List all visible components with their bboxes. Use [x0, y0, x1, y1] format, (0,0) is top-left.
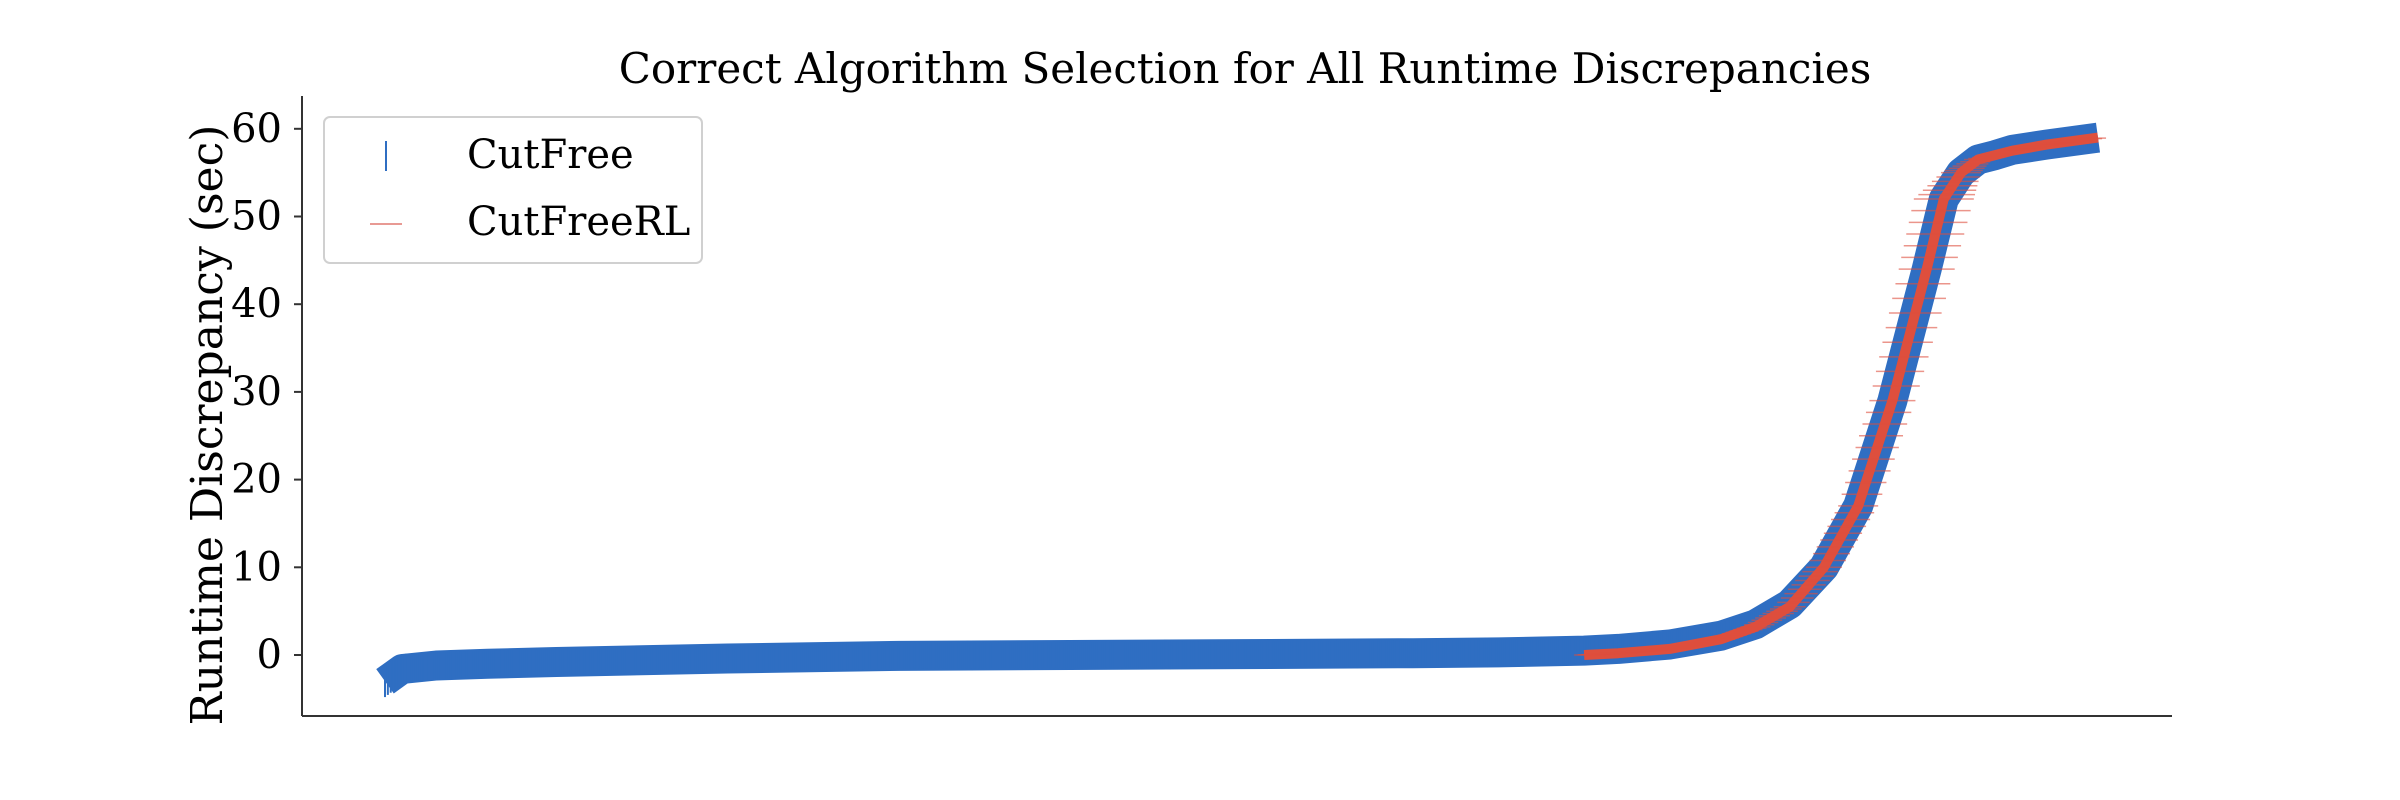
- y-tick-label: 60: [231, 106, 282, 152]
- y-tick-label: 50: [231, 194, 282, 240]
- series-cutfreerl: [1574, 132, 2107, 660]
- series-layer: [376, 122, 2107, 698]
- chart-title: Correct Algorithm Selection for All Runt…: [619, 44, 1872, 93]
- legend-label-cutfree: CutFree: [467, 132, 634, 178]
- legend-box: [323, 116, 703, 264]
- y-tick-label: 0: [257, 632, 282, 678]
- legend-label-cutfreerl: CutFreeRL: [467, 199, 690, 245]
- y-tick-label: 40: [231, 281, 282, 327]
- series-line-cutfreerl: [1583, 132, 2099, 660]
- y-tick-label: 10: [231, 544, 282, 590]
- y-tick-label: 20: [231, 457, 282, 503]
- legend: CutFree CutFreeRL: [323, 116, 703, 264]
- y-axis-label: Runtime Discrepancy (sec): [182, 125, 233, 726]
- y-tick-label: 30: [231, 369, 282, 415]
- y-ticks: 0 10 20 30 40 50 60: [231, 106, 302, 678]
